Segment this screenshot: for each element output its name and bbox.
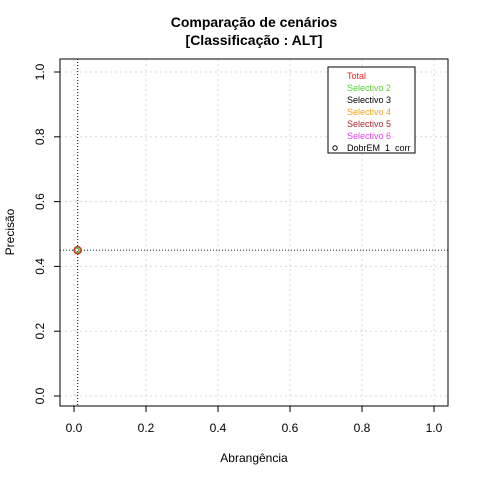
- legend-entry: Selectivo 3: [347, 95, 391, 105]
- x-tick-label: 0.0: [66, 421, 83, 435]
- x-tick-label: 0.4: [210, 421, 227, 435]
- x-tick-label: 0.6: [282, 421, 299, 435]
- legend-box: [327, 66, 416, 154]
- y-tick-label: 1.0: [33, 63, 47, 80]
- y-tick-label: 0.0: [33, 387, 47, 404]
- x-tick-label: 1.0: [426, 421, 443, 435]
- legend-entry: Total: [347, 71, 366, 81]
- legend-entry: Selectivo 6: [347, 131, 391, 141]
- legend-entry: DobrEM_1_corr: [347, 143, 411, 153]
- legend-marker: [332, 145, 338, 151]
- legend: Total Selectivo 2 Selectivo 3 Selectivo 4 Se…: [327, 66, 416, 154]
- reference-lines: [60, 59, 448, 406]
- y-tick-label: 0.8: [33, 128, 47, 145]
- y-axis-label: Precisão: [3, 208, 17, 255]
- legend-entry: Selectivo 4: [347, 107, 391, 117]
- y-tick-label: 0.2: [33, 323, 47, 340]
- data-point: [73, 246, 82, 254]
- y-tick-label: 0.6: [33, 193, 47, 210]
- x-axis: 0.0 0.2 0.4 0.6 0.8 1.0: [66, 405, 443, 435]
- legend-entry: Selectivo 5: [347, 119, 391, 129]
- y-axis: 0.0 0.2 0.4 0.6 0.8 1.0: [33, 63, 61, 404]
- x-tick-label: 0.2: [138, 421, 155, 435]
- legend-entry: Selectivo 2: [347, 83, 391, 93]
- chart-subtitle: [Classificação : ALT]: [186, 32, 323, 48]
- x-tick-label: 0.8: [354, 421, 371, 435]
- x-axis-label: Abrangência: [220, 451, 288, 465]
- y-tick-label: 0.4: [33, 258, 47, 275]
- data-point: [74, 247, 81, 254]
- chart-title: Comparação de cenários: [171, 14, 338, 30]
- data-points: [73, 245, 82, 255]
